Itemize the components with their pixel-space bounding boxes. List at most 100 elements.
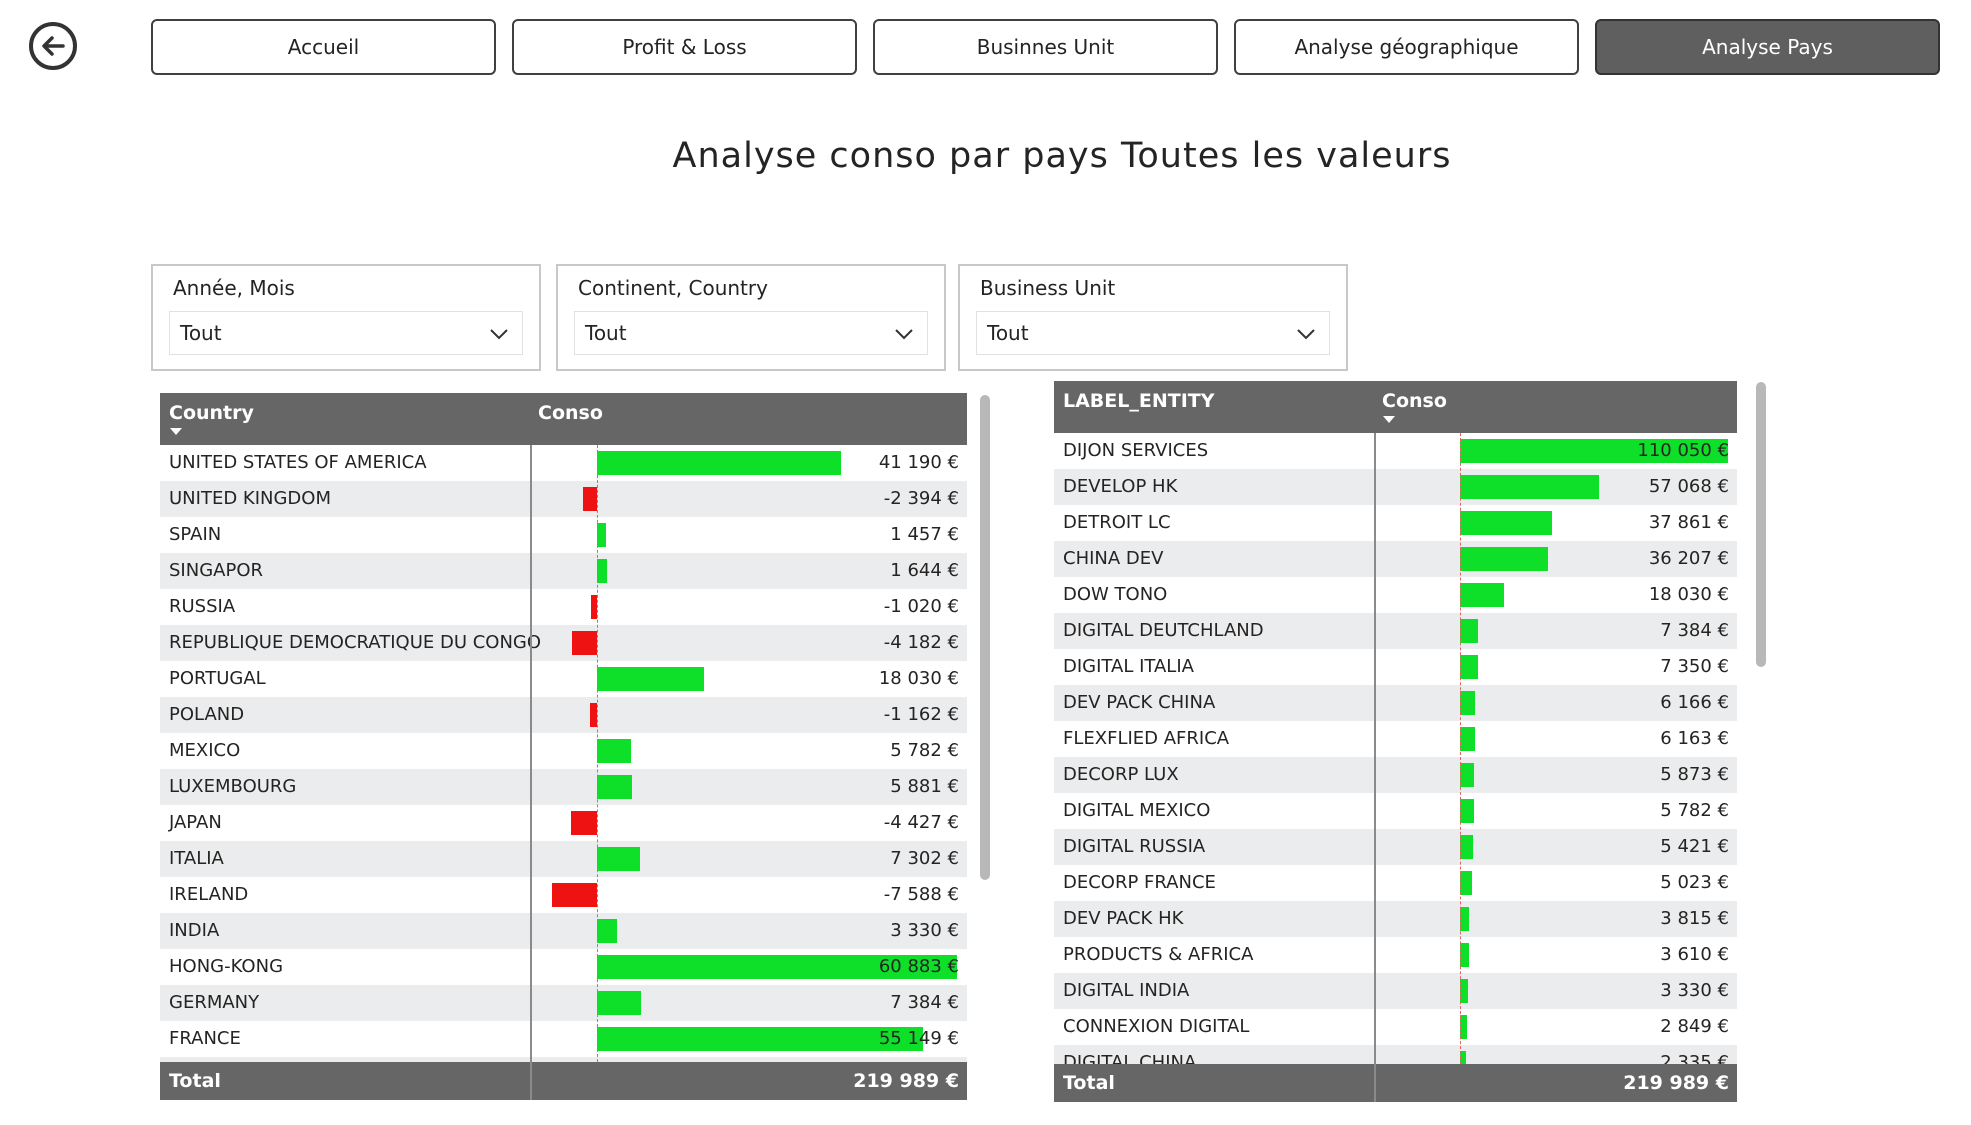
table-row[interactable]: DEV PACK HK 3 815 € [1054,901,1737,937]
slicer-dropdown[interactable]: Tout [976,311,1330,355]
table-row[interactable]: UNITED KINGDOM -2 394 € [160,481,967,517]
row-value: 5 873 € [1660,764,1729,785]
table-row[interactable]: GERMANY 7 384 € [160,985,967,1021]
table-row[interactable] [160,1057,967,1062]
table-row[interactable]: UNITED STATES OF AMERICA 41 190 € [160,445,967,481]
negative-bar [582,487,597,511]
positive-bar [1460,619,1478,643]
table-row[interactable]: DIGITAL MEXICO 5 782 € [1054,793,1737,829]
nav-analyse-pays-button[interactable]: Analyse Pays [1595,19,1940,75]
positive-bar [597,739,632,763]
table-row[interactable]: DIGITAL CHINA 2 335 € [1054,1045,1737,1064]
table-row[interactable]: PORTUGAL 18 030 € [160,661,967,697]
table-total-row: Total 219 989 € [160,1062,967,1100]
table-body: FRANCE 55 149 € GERMANY 7 384 € HONG-KONG 60 … [160,445,967,1062]
table-row[interactable]: DETROIT LC 37 861 € [1054,505,1737,541]
table-row[interactable]: DEVELOP HK 57 068 € [1054,469,1737,505]
positive-bar [1460,943,1469,967]
row-value: 6 166 € [1660,692,1729,713]
row-value: 37 861 € [1648,512,1729,533]
zero-line [597,445,598,1062]
table-row[interactable]: CONNEXION DIGITAL 2 849 € [1054,1009,1737,1045]
nav-profit-loss-button[interactable]: Profit & Loss [512,19,857,75]
table-row[interactable]: CHINA DEV 36 207 € [1054,541,1737,577]
row-value: 5 421 € [1660,836,1729,857]
table-row[interactable]: RUSSIA -1 020 € [160,589,967,625]
table-row[interactable]: DIGITAL RUSSIA 5 421 € [1054,829,1737,865]
back-arrow-icon [42,36,65,56]
entity-table-scrollbar[interactable] [1756,382,1766,667]
table-row[interactable]: SPAIN 1 457 € [160,517,967,553]
nav-analyse-geographique-button[interactable]: Analyse géographique [1234,19,1579,75]
column-header-conso[interactable]: Conso [538,402,603,424]
positive-bar [1460,691,1476,715]
row-label: DETROIT LC [1063,512,1171,533]
table-header: Country Conso [160,393,967,445]
table-row[interactable]: FRANCE 55 149 € [160,1021,967,1057]
row-label: UNITED STATES OF AMERICA [169,452,427,473]
row-value: 2 335 € [1660,1052,1729,1064]
positive-bar [597,523,606,547]
table-row[interactable]: JAPAN -4 427 € [160,805,967,841]
table-row[interactable]: DIGITAL INDIA 3 330 € [1054,973,1737,1009]
row-value: 3 610 € [1660,944,1729,965]
table-row[interactable]: DECORP LUX 5 873 € [1054,757,1737,793]
column-header-conso[interactable]: Conso [1382,390,1447,412]
back-button[interactable] [29,22,77,70]
positive-bar [597,991,641,1015]
row-label: SPAIN [169,524,222,545]
row-label: CHINA DEV [1063,548,1164,569]
positive-bar [1460,547,1549,571]
slicer-annee-mois: Année, Mois Tout [151,264,541,371]
table-row[interactable]: DEV PACK CHINA 6 166 € [1054,685,1737,721]
table-row[interactable]: LUXEMBOURG 5 881 € [160,769,967,805]
row-label: DIGITAL MEXICO [1063,800,1211,821]
table-row[interactable]: DECORP FRANCE 5 023 € [1054,865,1737,901]
positive-bar [597,1027,924,1051]
slicer-label: Continent, Country [578,276,768,300]
row-label: DOW TONO [1063,584,1168,605]
row-label: LUXEMBOURG [169,776,297,797]
slicer-value: Tout [585,321,627,345]
table-row[interactable]: IRELAND -7 588 € [160,877,967,913]
row-value: 7 302 € [890,848,959,869]
slicer-label: Business Unit [980,276,1116,300]
slicer-business-unit: Business Unit Tout [958,264,1348,371]
table-row[interactable]: PRODUCTS & AFRICA 3 610 € [1054,937,1737,973]
row-value: 6 163 € [1660,728,1729,749]
table-row[interactable]: ITALIA 7 302 € [160,841,967,877]
table-row[interactable]: INDIA 3 330 € [160,913,967,949]
table-total-row: Total 219 989 € [1054,1064,1737,1102]
positive-bar [1460,439,1728,463]
table-row[interactable]: SINGAPOR 1 644 € [160,553,967,589]
column-header-country[interactable]: Country [169,402,254,424]
table-row[interactable]: HONG-KONG 60 883 € [160,949,967,985]
table-row[interactable]: POLAND -1 162 € [160,697,967,733]
table-row[interactable]: DOW TONO 18 030 € [1054,577,1737,613]
country-table-scrollbar[interactable] [980,395,990,880]
column-divider [530,445,532,1062]
nav-accueil-button[interactable]: Accueil [151,19,496,75]
nav-business-unit-button[interactable]: Businnes Unit [873,19,1218,75]
row-value: 5 782 € [1660,800,1729,821]
row-value: -2 394 € [883,488,959,509]
negative-bar [590,595,597,619]
table-row[interactable]: DIJON SERVICES 110 050 € [1054,433,1737,469]
slicer-dropdown[interactable]: Tout [574,311,928,355]
table-row[interactable]: DIGITAL ITALIA 7 350 € [1054,649,1737,685]
positive-bar [1460,907,1470,931]
table-row[interactable]: DIGITAL DEUTCHLAND 7 384 € [1054,613,1737,649]
column-divider [1374,433,1376,1064]
table-row[interactable]: FLEXFLIED AFRICA 6 163 € [1054,721,1737,757]
slicer-label: Année, Mois [173,276,295,300]
negative-bar [590,703,597,727]
row-label: FRANCE [169,1028,241,1049]
row-label: DIGITAL INDIA [1063,980,1190,1001]
column-header-label-entity[interactable]: LABEL_ENTITY [1063,390,1215,412]
positive-bar [597,919,617,943]
column-divider [1374,1064,1376,1102]
table-row[interactable]: REPUBLIQUE DEMOCRATIQUE DU CONGO -4 182 € [160,625,967,661]
slicer-dropdown[interactable]: Tout [169,311,523,355]
row-label: HONG-KONG [169,956,284,977]
table-row[interactable]: MEXICO 5 782 € [160,733,967,769]
